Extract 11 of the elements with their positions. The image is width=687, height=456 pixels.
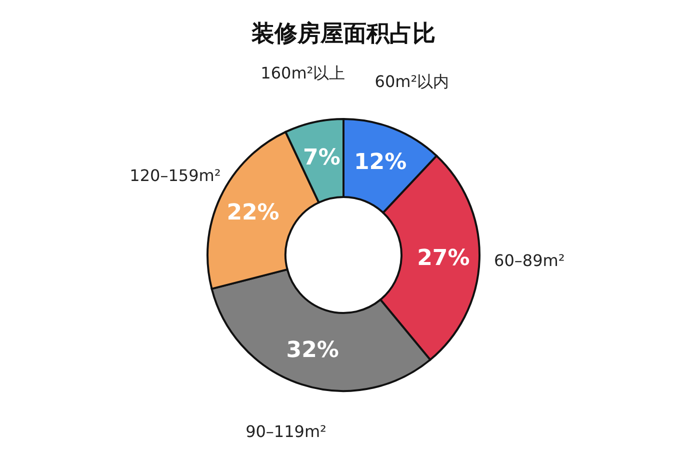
- slice-label: 160m²以上: [260, 63, 346, 82]
- data-label: 7%: [303, 145, 340, 170]
- slice-label: 60–89m²: [494, 250, 565, 270]
- data-label: 32%: [286, 338, 339, 364]
- data-label: 12%: [354, 150, 407, 176]
- slice-label: 60m²以内: [374, 72, 450, 92]
- chart-title: 装修房屋面积占比: [250, 20, 436, 47]
- slice-label: 90–119m²: [246, 422, 326, 441]
- data-label: 22%: [226, 200, 280, 226]
- slice-label: 120–159m²: [130, 166, 221, 185]
- data-label: 27%: [417, 246, 470, 272]
